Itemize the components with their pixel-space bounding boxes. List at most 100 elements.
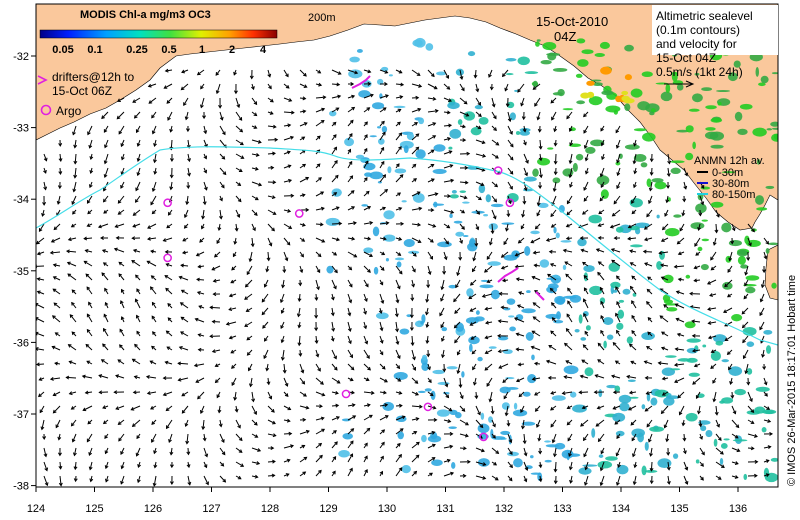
velocity-arrow (727, 265, 733, 273)
velocity-arrow-head (248, 383, 253, 388)
velocity-arrow-head (162, 392, 167, 397)
velocity-arrow-head (257, 139, 262, 144)
velocity-arrow-head (214, 379, 219, 384)
velocity-arrow-head (72, 452, 77, 457)
chl-patch (478, 116, 489, 125)
velocity-arrow (105, 475, 109, 482)
velocity-arrow-head (119, 300, 124, 305)
velocity-arrow (743, 293, 749, 299)
velocity-arrow-head (100, 359, 105, 363)
velocity-arrow (600, 461, 605, 471)
velocity-arrow (443, 405, 452, 412)
chl-patch (383, 210, 395, 220)
velocity-arrow (151, 111, 157, 119)
velocity-arrow-head (71, 289, 76, 294)
velocity-arrow (299, 471, 306, 477)
colorbar-title: MODIS Chl-a mg/m3 OC3 (80, 9, 211, 21)
velocity-arrow-head (203, 186, 208, 191)
velocity-arrow-head (193, 363, 198, 368)
velocity-arrow-head (101, 115, 105, 120)
velocity-arrow (86, 286, 93, 295)
chl-patch (768, 242, 778, 246)
velocity-arrow-head (675, 290, 680, 295)
velocity-arrow-head (66, 261, 71, 266)
velocity-arrow-head (536, 423, 540, 428)
velocity-arrow-head (691, 333, 696, 338)
velocity-arrow (411, 405, 422, 408)
velocity-arrow-head (462, 138, 467, 143)
velocity-arrow-head (301, 380, 306, 385)
velocity-arrow-head (518, 291, 523, 295)
velocity-arrow-head (432, 96, 437, 101)
velocity-arrow-head (750, 420, 755, 424)
velocity-arrow-head (716, 213, 720, 218)
velocity-arrow-head (475, 226, 480, 231)
velocity-arrow-head (415, 454, 420, 459)
velocity-arrow-head (286, 458, 291, 463)
velocity-arrow-head (735, 424, 740, 429)
velocity-arrow (523, 461, 528, 471)
velocity-arrow-head (684, 481, 689, 485)
velocity-arrow (676, 291, 685, 295)
velocity-arrow-head (477, 411, 481, 416)
velocity-arrow-head (333, 285, 337, 290)
velocity-arrow-head (646, 288, 651, 293)
velocity-arrow (347, 440, 354, 449)
velocity-arrow-head (54, 361, 59, 366)
velocity-arrow (552, 433, 557, 443)
velocity-arrow-head (164, 275, 169, 279)
velocity-arrow-head (695, 395, 700, 399)
velocity-arrow-head (197, 333, 202, 338)
velocity-arrow (535, 223, 541, 230)
velocity-arrow (148, 97, 157, 104)
chl-patch (562, 108, 574, 111)
velocity-arrow (347, 404, 355, 407)
velocity-arrow (251, 223, 256, 231)
chl-patch (513, 402, 518, 410)
velocity-arrow (747, 391, 753, 402)
velocity-arrow-head (218, 215, 223, 220)
velocity-arrow (167, 111, 173, 121)
velocity-arrow (331, 222, 342, 225)
velocity-arrow (579, 391, 589, 394)
velocity-arrow-head (349, 467, 353, 472)
velocity-arrow (132, 358, 141, 365)
chl-patch (394, 168, 407, 174)
velocity-arrow-head (456, 272, 461, 277)
velocity-arrow-head (674, 303, 679, 307)
velocity-arrow-head (132, 212, 137, 216)
velocity-arrow-head (734, 475, 739, 479)
chl-patch (700, 263, 709, 271)
velocity-arrow (331, 147, 337, 155)
velocity-arrow-head (131, 260, 136, 264)
velocity-arrow-head (666, 185, 671, 189)
velocity-arrow-head (245, 308, 250, 312)
velocity-arrow (251, 461, 260, 465)
velocity-arrow (694, 265, 701, 269)
velocity-arrow (134, 344, 141, 351)
velocity-arrow (281, 335, 285, 343)
velocity-arrow-head (478, 196, 482, 201)
velocity-arrow (363, 335, 368, 344)
velocity-arrow (150, 195, 157, 205)
velocity-arrow (395, 443, 401, 449)
velocity-arrow (694, 237, 701, 247)
colorbar-tick-label: 4 (260, 44, 267, 56)
velocity-arrow (567, 287, 573, 295)
velocity-arrow-head (430, 163, 435, 168)
velocity-arrow-head (441, 337, 445, 342)
velocity-arrow-head (425, 324, 430, 328)
velocity-arrow (347, 95, 355, 99)
velocity-arrow-head (320, 191, 325, 195)
velocity-arrow (411, 279, 415, 287)
argo-legend: Argo (40, 104, 82, 118)
velocity-arrow-head (582, 211, 586, 215)
velocity-arrow-head (153, 464, 158, 469)
chl-patch (654, 389, 669, 398)
velocity-arrow-head (38, 228, 43, 232)
velocity-arrow-head (417, 239, 422, 244)
velocity-arrow (135, 181, 141, 191)
velocity-arrow-head (432, 223, 437, 228)
velocity-arrow-head (467, 459, 471, 464)
velocity-arrow-head (629, 285, 634, 290)
